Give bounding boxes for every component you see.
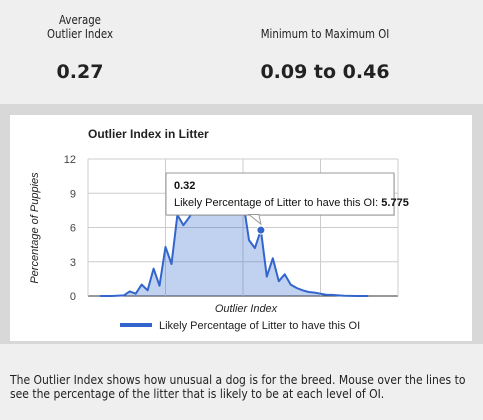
y-tick-label: 12 <box>64 154 76 166</box>
min-max-oi-value: 0.09 to 0.46 <box>260 61 390 83</box>
stats-panel: Average Outlier Index 0.27 Minimum to Ma… <box>0 0 483 104</box>
average-outlier-index-label: Average Outlier Index <box>47 13 113 41</box>
chart-legend[interactable]: Likely Percentage of Litter to have this… <box>120 320 360 332</box>
tooltip-series-name: Likely Percentage of Litter to have this… <box>174 197 381 209</box>
average-outlier-index-value: 0.27 <box>56 61 104 83</box>
min-max-oi-label: Minimum to Maximum OI <box>260 27 390 41</box>
y-axis-label: Percentage of Puppies <box>29 172 41 284</box>
tooltip-box <box>165 172 395 216</box>
series-area <box>99 195 369 296</box>
outlier-index-chart[interactable]: Outlier Index in Litter 0 3 6 9 12 Percentag… <box>10 115 472 341</box>
legend-label: Likely Percentage of Litter to have this… <box>159 320 360 332</box>
y-tick-label: 0 <box>70 291 76 303</box>
y-axis-ticks: 0 3 6 9 12 <box>64 154 76 303</box>
tooltip-x-value: 0.32 <box>174 180 195 192</box>
tooltip-series-label: Likely Percentage of Litter to have this… <box>174 197 409 209</box>
highlighted-point[interactable] <box>256 225 266 235</box>
y-tick-label: 3 <box>70 257 76 269</box>
chart-description: The Outlier Index shows how unusual a do… <box>10 373 466 401</box>
y-tick-label: 6 <box>70 223 76 235</box>
y-tick-label: 9 <box>70 188 76 200</box>
chart-title: Outlier Index in Litter <box>88 127 209 141</box>
tooltip-y-value: 5.775 <box>381 197 409 209</box>
tooltip-pointer <box>247 214 262 226</box>
legend-swatch <box>120 323 152 327</box>
chart-tooltip: 0.32 Likely Percentage of Litter to have … <box>165 172 409 235</box>
x-axis-label: Outlier Index <box>215 303 278 315</box>
